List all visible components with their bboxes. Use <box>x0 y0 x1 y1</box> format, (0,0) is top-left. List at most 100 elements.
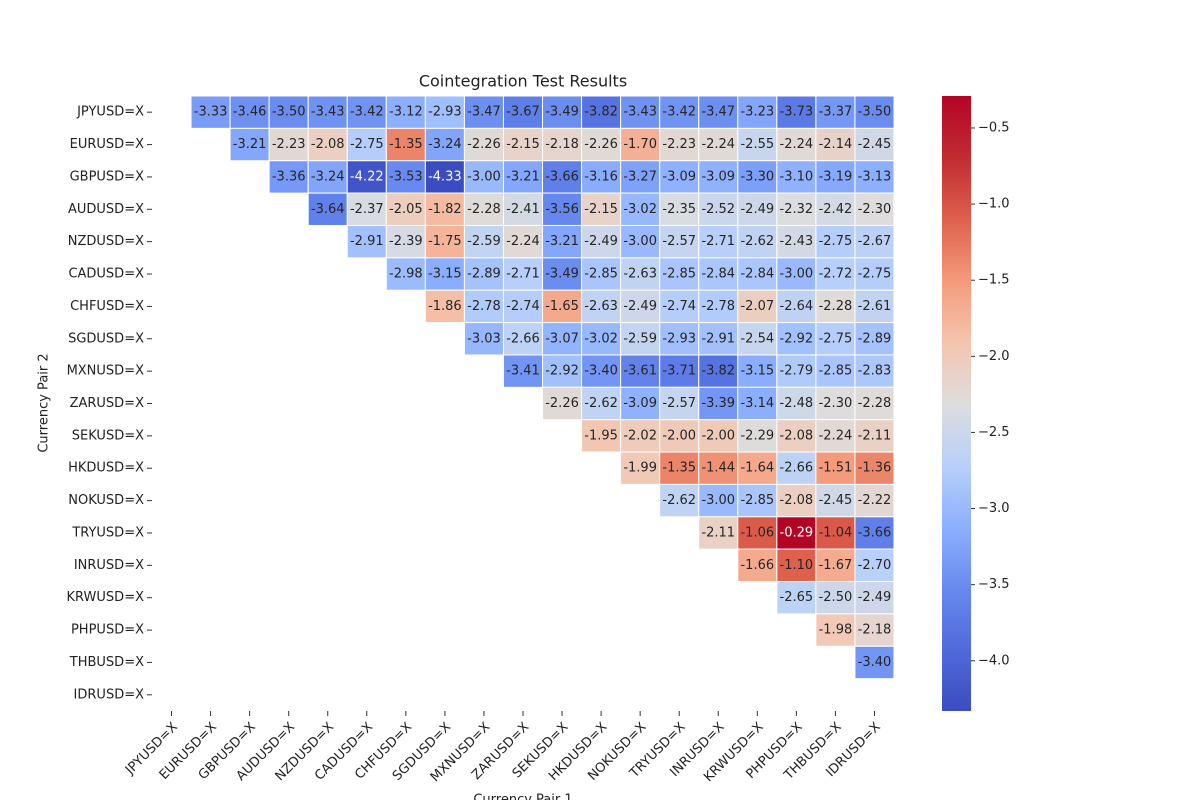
colorbar-tick-label: −4.0 <box>978 653 1010 668</box>
heatmap-cell <box>815 224 856 259</box>
cell-label: -2.62 <box>740 234 774 249</box>
heatmap-cell <box>385 257 426 291</box>
cell-label: -3.61 <box>623 364 657 379</box>
heatmap-cell <box>346 192 387 226</box>
cell-label: -2.26 <box>467 137 501 152</box>
cell-label: -2.75 <box>858 267 892 282</box>
cell-label: -2.29 <box>740 428 774 443</box>
cell-label: -3.15 <box>428 267 462 282</box>
cell-label: -2.61 <box>858 299 892 314</box>
cell-label: -2.41 <box>506 202 540 217</box>
cell-label: -2.08 <box>311 137 345 152</box>
cell-label: -1.95 <box>584 428 618 443</box>
cell-label: -2.85 <box>819 364 853 379</box>
cell-label: -2.65 <box>780 590 814 605</box>
cell-label: -2.39 <box>389 234 423 249</box>
cell-label: -3.23 <box>740 105 774 120</box>
cell-label: -2.57 <box>662 396 696 411</box>
cell-label: -2.98 <box>389 267 423 282</box>
cell-label: -3.43 <box>311 105 345 120</box>
y-tick-label: THBUSD=X <box>69 655 144 670</box>
cell-label: -3.82 <box>701 364 735 379</box>
heatmap-cell <box>229 127 270 162</box>
cell-label: -2.45 <box>858 137 892 152</box>
cell-label: -3.43 <box>623 105 657 120</box>
heatmap-cell <box>815 483 856 518</box>
heatmap-cell <box>190 95 231 129</box>
cell-label: -3.71 <box>662 364 696 379</box>
heatmap-cell <box>854 160 895 194</box>
colorbar-tick-label: −3.0 <box>978 501 1010 516</box>
cell-label: -2.18 <box>858 623 892 638</box>
cell-label: -2.08 <box>780 493 814 508</box>
cell-label: -2.49 <box>623 299 657 314</box>
cell-label: -4.33 <box>428 169 462 184</box>
cell-label: -3.15 <box>740 364 774 379</box>
cell-label: -2.14 <box>819 137 853 152</box>
heatmap-cell <box>620 322 661 356</box>
cell-label: -2.71 <box>506 267 540 282</box>
heatmap-cell <box>620 354 661 388</box>
heatmap-cell <box>659 483 700 518</box>
heatmap-cell <box>815 95 856 129</box>
heatmap-cell <box>698 516 739 550</box>
heatmap-cell <box>463 95 504 129</box>
cell-label: -1.44 <box>701 461 735 476</box>
heatmap-cell <box>776 95 817 129</box>
cell-label: -3.47 <box>701 105 735 120</box>
y-tick-label: INRUSD=X <box>74 558 144 573</box>
heatmap-cell <box>698 386 739 421</box>
heatmap-cell <box>854 581 895 615</box>
cell-label: -1.82 <box>428 202 462 217</box>
cell-label: -2.75 <box>819 234 853 249</box>
heatmap-cell <box>854 289 895 324</box>
cell-label: -3.36 <box>272 169 306 184</box>
cell-label: -3.24 <box>428 137 462 152</box>
heatmap-cell <box>385 95 426 129</box>
chart-title: Cointegration Test Results <box>419 72 627 91</box>
cell-label: -1.35 <box>662 461 696 476</box>
cell-label: -2.05 <box>389 202 423 217</box>
cell-label: -1.51 <box>819 461 853 476</box>
cell-label: -2.54 <box>740 331 774 346</box>
heatmap-cell <box>346 224 387 259</box>
heatmap-cell <box>268 160 309 194</box>
heatmap-cell <box>502 257 544 291</box>
cell-label: -3.47 <box>467 105 501 120</box>
heatmap-cell <box>815 386 856 421</box>
cell-label: -2.00 <box>662 428 696 443</box>
heatmap-cell <box>776 257 817 291</box>
heatmap-cell <box>542 224 583 259</box>
y-axis-label: Currency Pair 2 <box>37 353 52 452</box>
cell-label: -3.56 <box>545 202 579 217</box>
heatmap-cell <box>659 224 700 259</box>
cell-label: -2.45 <box>819 493 853 508</box>
heatmap-cell <box>424 257 465 291</box>
cell-label: -2.23 <box>272 137 306 152</box>
cell-label: -1.06 <box>740 525 774 540</box>
cell-label: -3.09 <box>623 396 657 411</box>
heatmap-cell <box>737 354 778 388</box>
cell-label: -2.79 <box>780 364 814 379</box>
cell-label: -1.36 <box>858 461 892 476</box>
cell-label: -2.85 <box>740 493 774 508</box>
cell-label: -2.49 <box>858 590 892 605</box>
cell-label: -2.28 <box>819 299 853 314</box>
cell-label: -3.50 <box>272 105 306 120</box>
heatmap-cell <box>776 289 817 324</box>
heatmap-cell <box>542 257 583 291</box>
y-tick-label: NZDUSD=X <box>68 234 144 249</box>
cell-label: -2.52 <box>701 202 735 217</box>
colorbar-tick-label: −3.5 <box>978 577 1010 592</box>
cell-label: -3.21 <box>545 234 579 249</box>
cell-label: -3.41 <box>506 364 540 379</box>
heatmap-cell <box>854 192 895 226</box>
cell-label: -3.40 <box>584 364 618 379</box>
heatmap-cell <box>737 451 778 485</box>
heatmap-cell <box>776 160 817 194</box>
cell-label: -2.92 <box>780 331 814 346</box>
cell-label: -2.50 <box>819 590 853 605</box>
heatmap-cell <box>542 386 583 421</box>
cell-label: -3.27 <box>623 169 657 184</box>
cell-label: -2.64 <box>780 299 814 314</box>
